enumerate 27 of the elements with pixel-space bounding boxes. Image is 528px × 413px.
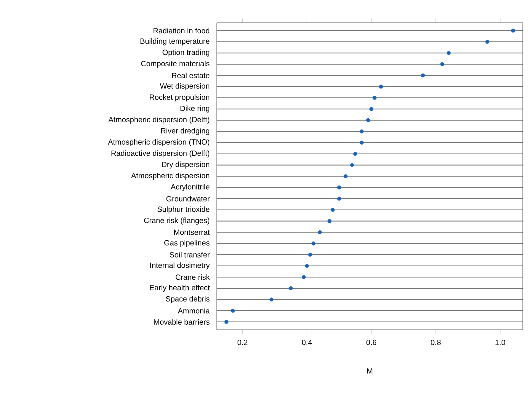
point bbox=[289, 286, 294, 291]
point bbox=[440, 62, 444, 66]
point bbox=[354, 152, 358, 156]
point bbox=[318, 230, 322, 235]
point bbox=[302, 275, 306, 280]
point bbox=[366, 118, 370, 122]
point bbox=[270, 298, 274, 302]
point bbox=[446, 51, 451, 56]
point bbox=[360, 140, 364, 145]
point bbox=[330, 208, 335, 212]
point bbox=[421, 74, 426, 78]
point bbox=[344, 174, 348, 178]
point bbox=[511, 28, 516, 33]
point bbox=[231, 308, 236, 313]
point bbox=[224, 320, 229, 324]
point bbox=[370, 107, 374, 112]
point bbox=[486, 40, 490, 44]
point bbox=[308, 252, 312, 257]
point bbox=[379, 84, 384, 89]
point bbox=[337, 186, 342, 190]
point bbox=[337, 196, 342, 201]
point bbox=[372, 96, 377, 100]
point bbox=[305, 264, 310, 268]
point bbox=[328, 219, 332, 224]
point bbox=[350, 163, 354, 168]
point bbox=[312, 242, 316, 246]
point bbox=[360, 130, 364, 134]
